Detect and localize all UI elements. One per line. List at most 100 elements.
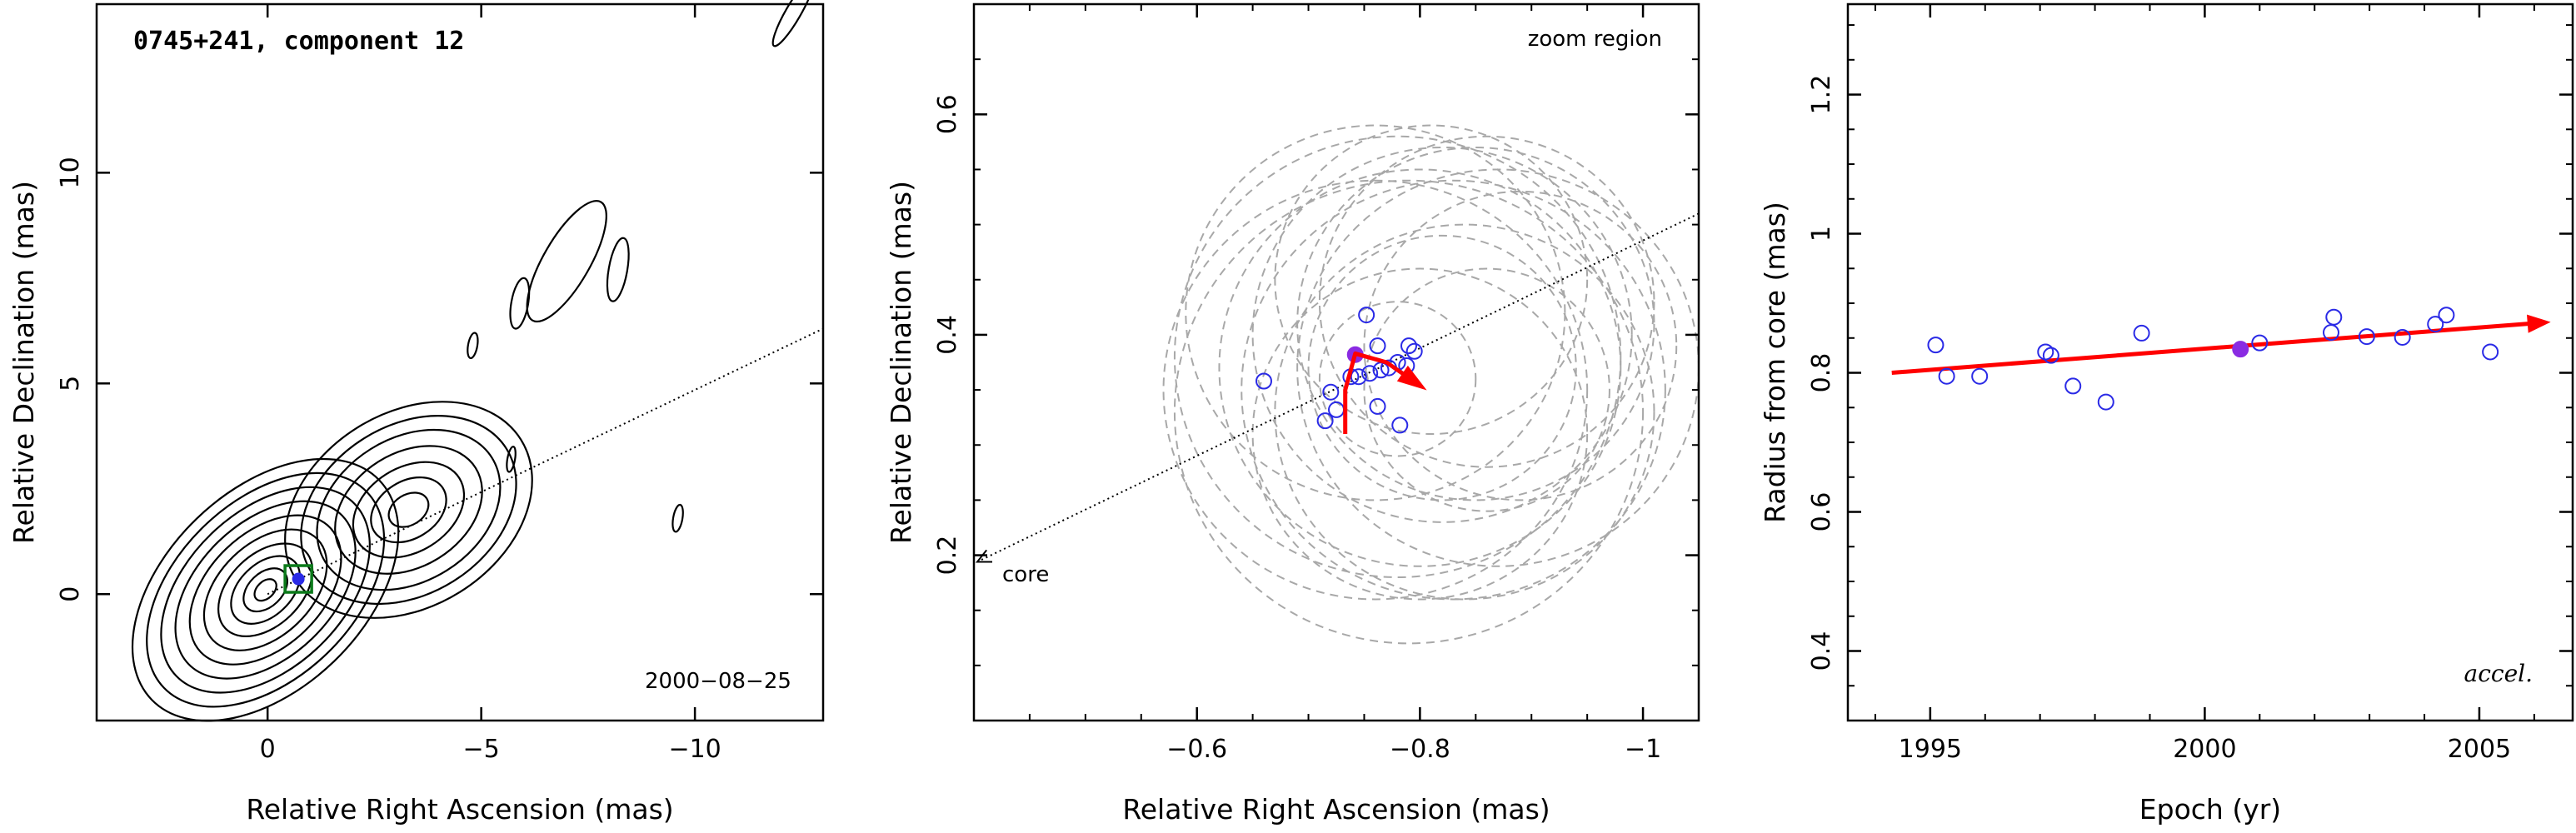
radius-point <box>1971 367 1989 385</box>
y-tick-label: 1.2 <box>1807 75 1836 115</box>
position-point <box>1369 337 1386 355</box>
contour-line <box>387 491 430 528</box>
radius-point <box>2037 343 2054 361</box>
component-marker-dot <box>292 572 305 586</box>
panel-radius-vs-epoch: 1995 2000 2005 0.4 0.6 0.8 1 1.2 accel. Epoch (… <box>1759 2 2574 826</box>
beam-ellipse <box>1318 135 1655 468</box>
contour-line <box>253 578 277 602</box>
position-point <box>1369 397 1386 415</box>
panel3-y-axis-title: Radius from core (mas) <box>1759 202 1791 523</box>
y-tick-label: 0.6 <box>1807 492 1836 532</box>
contour-line <box>242 567 288 613</box>
y-tick-label: 0.8 <box>1807 353 1836 393</box>
panel-zoom-region: −0.6 −0.8 −1 0.2 0.4 0.6 zoom region core Rel… <box>885 2 1700 826</box>
beam-ellipse <box>1173 135 1622 578</box>
position-point <box>1328 401 1345 418</box>
beam-ellipse <box>1162 179 1589 601</box>
contour-line <box>217 542 314 637</box>
radius-point <box>2394 328 2411 346</box>
position-point <box>1322 383 1340 401</box>
beam-ellipse <box>1251 267 1589 601</box>
radius-point <box>1938 367 1955 385</box>
position-point <box>1316 412 1334 430</box>
radius-point <box>2133 324 2150 342</box>
velocity-arrowhead <box>1396 365 1427 391</box>
y-tick-label: 5 <box>56 376 85 392</box>
radius-point <box>2097 393 2114 411</box>
contour-line <box>606 237 630 302</box>
beam-ellipse <box>1173 179 1645 645</box>
y-tick-label: 0.4 <box>933 315 962 355</box>
contour-line <box>370 476 447 544</box>
contour-line <box>467 332 479 360</box>
x-tick-label: −10 <box>668 735 721 764</box>
contour-line <box>316 428 502 591</box>
panel2-frame <box>972 2 1700 722</box>
beam-ellipse <box>1307 234 1577 501</box>
beam-ellipse <box>1363 267 1610 512</box>
panel2-core-label: core <box>1002 562 1049 587</box>
core-direction-arrowhead <box>975 549 993 563</box>
highlighted-radius-point <box>2232 341 2249 358</box>
x-tick-label: −1 <box>1625 735 1661 764</box>
beam-ellipse <box>1274 223 1655 601</box>
y-tick-label: 0.2 <box>933 536 962 576</box>
panel1-y-axis-title: Relative Declination (mas) <box>7 181 40 544</box>
fit-line <box>1891 321 2533 376</box>
radius-point <box>2251 334 2269 352</box>
panel1-frame <box>95 2 825 722</box>
radius-point <box>2358 328 2375 346</box>
panel3-frame <box>1846 2 2574 722</box>
beam-ellipse <box>1218 168 1622 567</box>
contour-line <box>352 461 466 559</box>
x-tick-label: 1995 <box>1899 735 1962 764</box>
beam-ellipse <box>1274 124 1589 435</box>
panel2-x-axis-title: Relative Right Ascension (mas) <box>1122 793 1550 826</box>
contour-line <box>284 401 533 619</box>
radius-point <box>1927 337 1944 354</box>
radius-point <box>2064 377 2082 395</box>
beam-ellipse <box>1318 301 1477 457</box>
contour-line <box>771 0 815 47</box>
position-point <box>1400 337 1417 355</box>
contour-line <box>160 486 371 694</box>
jet-axis-line <box>267 327 824 596</box>
beam-ellipse <box>1251 146 1633 523</box>
radius-point <box>2482 343 2499 361</box>
panel2-y-axis-title: Relative Declination (mas) <box>885 181 917 544</box>
beam-ellipse <box>1296 147 1655 501</box>
contour-line <box>188 514 342 666</box>
x-tick-label: −5 <box>463 735 500 764</box>
x-tick-label: 2005 <box>2448 735 2511 764</box>
contour-line <box>202 528 328 651</box>
position-point <box>1405 342 1423 360</box>
position-point <box>1361 365 1379 382</box>
contour-line <box>174 500 357 680</box>
component-marker-box <box>283 564 313 594</box>
contour-line <box>230 555 301 625</box>
panel1-title: 0745+241, component 12 <box>133 27 464 56</box>
fit-arrowhead <box>2527 314 2551 333</box>
radius-point <box>2042 347 2059 364</box>
y-tick-label: 0.4 <box>1807 631 1836 671</box>
contour-line <box>334 445 483 575</box>
contour-line <box>506 446 517 473</box>
x-tick-label: −0.6 <box>1166 735 1227 764</box>
position-point <box>1350 368 1367 386</box>
beam-ellipse <box>1363 190 1678 501</box>
position-point <box>1391 416 1409 434</box>
contour-line <box>671 503 684 533</box>
y-tick-label: 10 <box>56 157 85 188</box>
panel1-epoch-label: 2000−08−25 <box>645 669 791 694</box>
contour-line <box>509 277 531 330</box>
jet-axis-line <box>976 212 1699 563</box>
y-tick-label: 0 <box>56 586 85 602</box>
radius-point <box>2438 307 2455 324</box>
velocity-arrow-path <box>1343 351 1421 434</box>
position-point <box>1358 307 1375 324</box>
panel3-corner-label: accel. <box>2464 660 2533 687</box>
panel-contour-map: 0 −5 −10 0 5 10 0745+241, component 12 2000−0… <box>7 0 825 826</box>
contour-line <box>526 200 607 323</box>
y-tick-label: 0.6 <box>933 94 962 134</box>
